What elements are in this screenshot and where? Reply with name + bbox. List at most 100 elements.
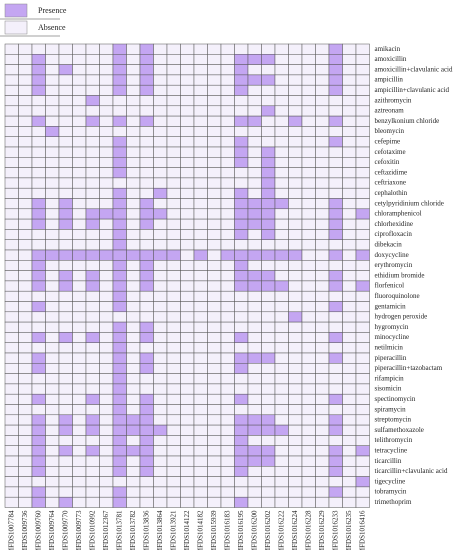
cell	[31, 239, 46, 251]
cell	[288, 404, 303, 416]
cell	[234, 218, 249, 230]
cell	[4, 177, 19, 189]
cell	[274, 126, 289, 137]
cell	[207, 177, 222, 189]
cell	[18, 115, 33, 127]
cell	[72, 146, 87, 158]
cell	[247, 146, 262, 158]
cell	[4, 229, 19, 240]
cell	[301, 290, 316, 302]
cell	[153, 466, 168, 477]
cell	[45, 115, 60, 127]
cell	[18, 260, 33, 271]
column-label: MFDS1016200	[250, 510, 258, 550]
cell	[45, 177, 60, 189]
cell	[58, 136, 73, 148]
cell	[220, 332, 235, 343]
cell	[274, 115, 289, 127]
cell	[45, 321, 60, 333]
cell	[18, 74, 33, 86]
cell	[4, 84, 19, 96]
cell	[247, 126, 262, 137]
cell	[234, 105, 249, 117]
cell	[247, 435, 262, 446]
cell	[247, 466, 262, 477]
cell	[220, 105, 235, 117]
cell	[4, 290, 19, 302]
cell	[126, 280, 141, 292]
cell	[99, 84, 114, 96]
cell	[288, 126, 303, 137]
cell	[45, 167, 60, 179]
cell	[180, 239, 195, 251]
cell	[274, 455, 289, 467]
cell	[99, 115, 114, 127]
cell	[139, 260, 154, 271]
cell	[139, 167, 154, 179]
cell	[220, 126, 235, 137]
cell	[4, 363, 19, 374]
cell	[274, 229, 289, 240]
cell	[85, 342, 100, 354]
cell	[153, 486, 168, 498]
cell	[31, 404, 46, 416]
cell	[18, 249, 33, 261]
cell	[85, 383, 100, 395]
cell	[247, 105, 262, 117]
cell	[99, 301, 114, 313]
cell	[72, 476, 87, 488]
cell	[207, 43, 222, 55]
cell	[274, 332, 289, 343]
cell	[31, 445, 46, 457]
row-label: trimethoprim	[375, 498, 412, 506]
cell	[220, 280, 235, 292]
cell	[153, 167, 168, 179]
cell	[126, 136, 141, 148]
cell	[58, 363, 73, 374]
cell	[274, 280, 289, 292]
cell	[288, 280, 303, 292]
cell	[261, 363, 276, 374]
cell	[99, 260, 114, 271]
cell	[207, 301, 222, 313]
cell	[355, 146, 370, 158]
cell	[180, 404, 195, 416]
cell	[166, 455, 181, 467]
cell	[234, 393, 249, 405]
row-label: erythromycin	[375, 261, 413, 269]
cell	[45, 64, 60, 76]
cell	[180, 363, 195, 374]
column-label: MFDS1013921	[169, 510, 177, 550]
cell	[301, 424, 316, 436]
cell	[85, 466, 100, 477]
cell	[261, 476, 276, 488]
cell	[112, 229, 127, 240]
cell	[112, 290, 127, 302]
cell	[180, 208, 195, 220]
cell	[45, 332, 60, 343]
cell	[85, 321, 100, 333]
cell	[342, 229, 357, 240]
cell	[153, 404, 168, 416]
cell	[31, 95, 46, 107]
cell	[112, 187, 127, 199]
cell	[315, 208, 330, 220]
cell	[18, 466, 33, 477]
cell	[328, 404, 343, 416]
cell	[45, 84, 60, 96]
cell	[234, 95, 249, 107]
cell	[72, 95, 87, 107]
cell	[58, 43, 73, 55]
cell	[261, 187, 276, 199]
cell	[274, 301, 289, 313]
cell	[4, 249, 19, 261]
cell	[193, 352, 208, 364]
cell	[247, 136, 262, 148]
cell	[193, 424, 208, 436]
cell	[193, 332, 208, 343]
cell	[234, 84, 249, 96]
cell	[153, 239, 168, 251]
cell	[153, 414, 168, 426]
cell	[247, 373, 262, 385]
cell	[31, 105, 46, 117]
